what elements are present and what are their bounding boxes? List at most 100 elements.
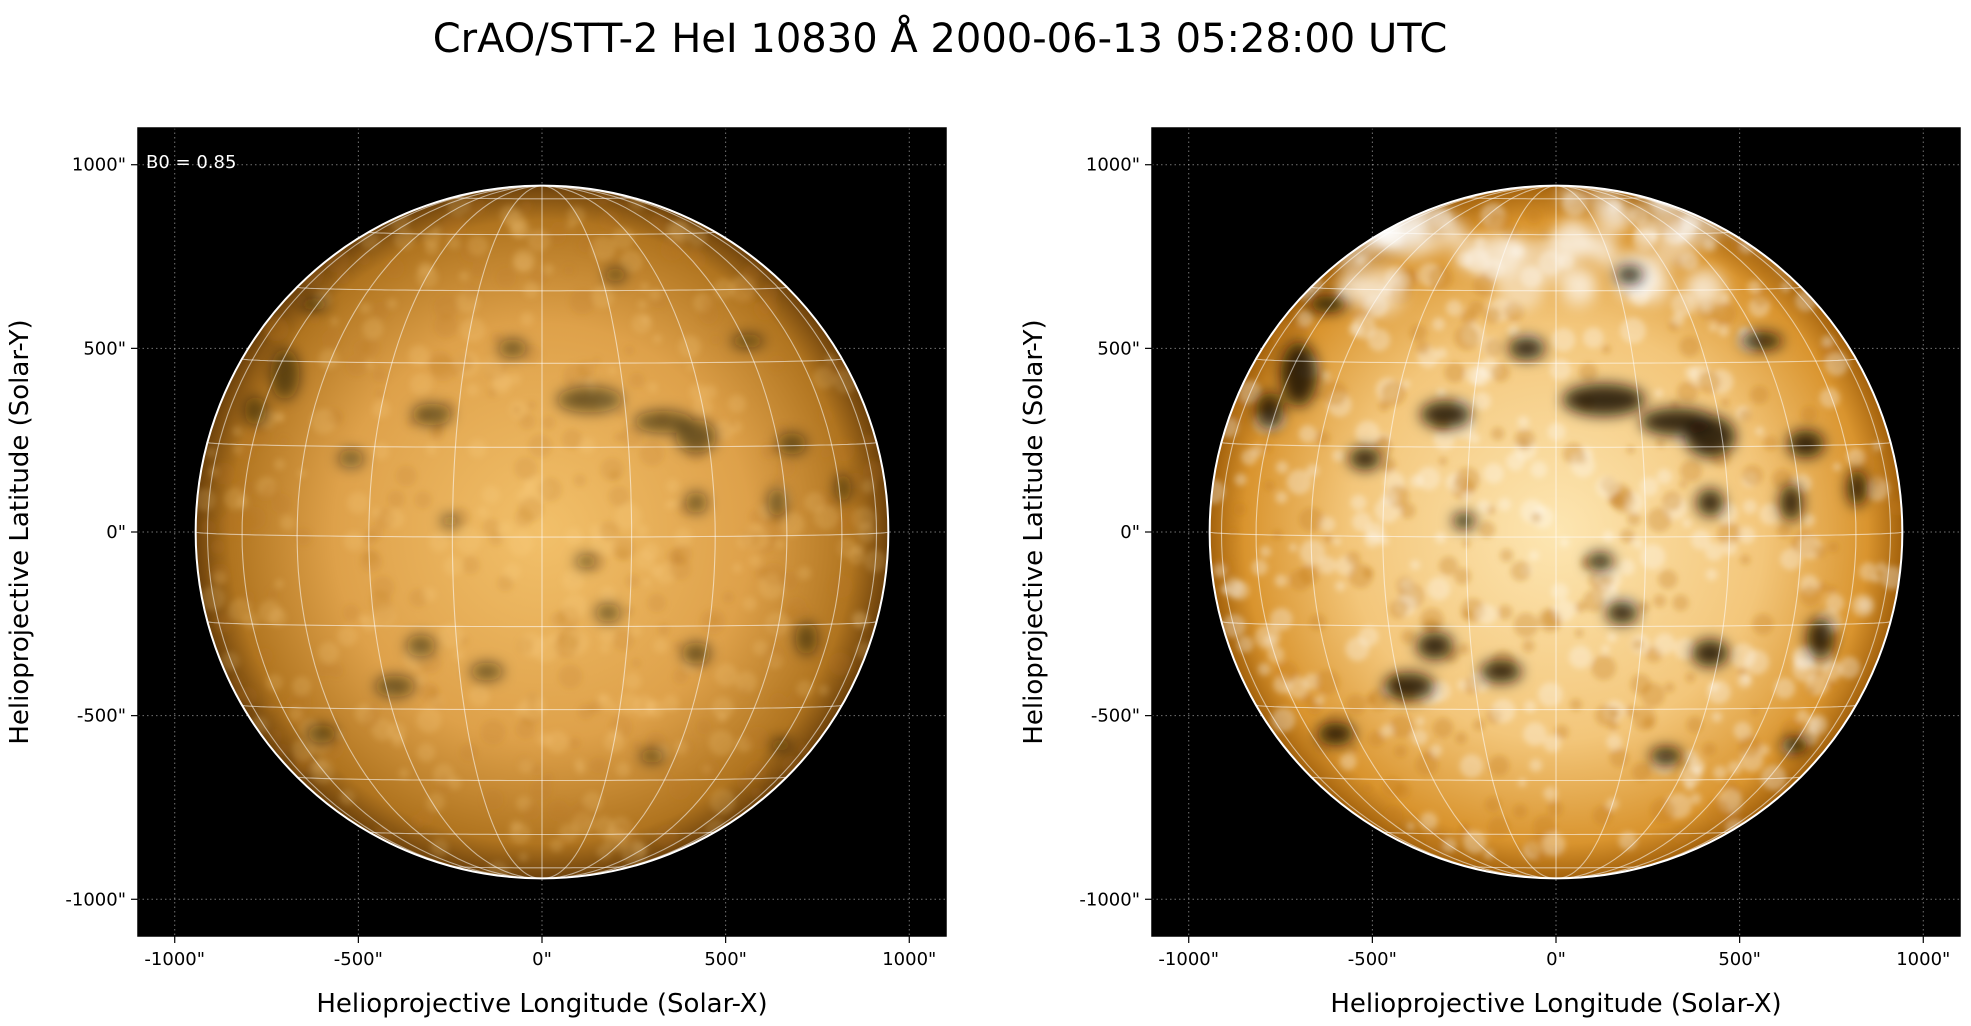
texture-mottle	[612, 227, 635, 250]
texture-mottle	[1606, 734, 1623, 750]
texture-mottle	[529, 778, 553, 801]
texture-mottle	[665, 219, 688, 242]
dark-filament	[1806, 617, 1835, 660]
dark-filament	[497, 339, 528, 358]
texture-mottle	[631, 658, 641, 668]
texture-mottle	[1348, 563, 1374, 589]
texture-mottle	[1517, 416, 1530, 428]
texture-mottle	[1389, 714, 1413, 738]
b0-annotation: B0 = 0.85	[146, 152, 236, 173]
texture-mottle	[1602, 530, 1615, 543]
texture-mottle	[337, 626, 358, 647]
texture-mottle	[668, 777, 692, 801]
texture-mottle	[574, 758, 585, 770]
solar-limb	[194, 184, 890, 880]
texture-mottle	[292, 676, 312, 696]
texture-mottle	[416, 265, 439, 288]
bright-patch	[1505, 234, 1532, 261]
texture-mottle	[1332, 449, 1345, 462]
texture-mottle	[515, 719, 536, 739]
texture-mottle	[430, 356, 456, 382]
texture-mottle	[615, 762, 631, 778]
dark-filament	[441, 514, 460, 528]
texture-mottle	[1640, 544, 1666, 570]
texture-mottle	[309, 314, 320, 325]
texture-mottle	[362, 317, 384, 339]
texture-mottle	[1818, 582, 1829, 593]
texture-mottle	[347, 492, 369, 514]
texture-mottle	[1626, 445, 1636, 454]
texture-mottle	[1806, 685, 1817, 696]
texture-mottle	[1788, 751, 1798, 762]
texture-mottle	[1434, 532, 1447, 544]
texture-mottle	[496, 267, 517, 288]
bright-patch	[1565, 266, 1597, 298]
texture-mottle	[649, 288, 662, 301]
texture-mottle	[779, 512, 805, 537]
texture-mottle	[1473, 274, 1495, 297]
texture-mottle	[1680, 459, 1703, 483]
texture-mottle	[1827, 541, 1839, 553]
texture-mottle	[1672, 827, 1690, 845]
texture-mottle	[1595, 565, 1622, 591]
dark-filament	[1280, 341, 1318, 407]
texture-mottle	[650, 213, 670, 233]
texture-mottle	[579, 437, 596, 454]
texture-mottle	[1483, 849, 1494, 860]
texture-mottle	[1528, 550, 1540, 561]
x-tick-label: 500"	[1718, 949, 1761, 970]
texture-mottle	[1314, 669, 1340, 695]
dark-filament	[595, 603, 621, 622]
texture-mottle	[448, 776, 462, 790]
texture-mottle	[462, 284, 479, 301]
y-tick-label: -1000"	[1079, 889, 1140, 910]
texture-mottle	[1549, 358, 1572, 381]
texture-mottle	[265, 674, 283, 691]
texture-mottle	[577, 703, 594, 720]
longitude-line	[541, 185, 878, 879]
texture-mottle	[1582, 589, 1606, 613]
texture-mottle	[1526, 209, 1542, 224]
texture-mottle	[1345, 637, 1370, 662]
texture-mottle	[599, 586, 617, 603]
texture-mottle	[538, 732, 552, 747]
texture-mottle	[1454, 732, 1468, 745]
texture-mottle	[736, 775, 752, 790]
dark-filament	[767, 487, 787, 518]
texture-mottle	[562, 569, 585, 592]
texture-mottle	[416, 707, 442, 733]
texture-mottle	[1454, 567, 1472, 585]
texture-mottle	[666, 479, 680, 493]
texture-mottle	[1490, 426, 1505, 441]
texture-mottle	[1618, 559, 1635, 576]
texture-mottle	[698, 304, 719, 325]
bright-patch	[1444, 220, 1469, 246]
texture-mottle	[480, 719, 506, 745]
disk-texture	[195, 192, 887, 879]
texture-mottle	[765, 612, 789, 637]
dark-filament	[1309, 296, 1347, 313]
dark-filament	[1416, 632, 1454, 660]
texture-mottle	[459, 743, 478, 762]
texture-mottle	[727, 394, 747, 413]
texture-mottle	[1747, 279, 1762, 294]
texture-mottle	[1263, 480, 1275, 492]
texture-mottle	[1513, 804, 1528, 819]
longitude-line	[241, 185, 543, 879]
texture-mottle	[1415, 752, 1439, 777]
texture-mottle	[1650, 798, 1676, 824]
dark-filament	[1480, 660, 1522, 684]
bright-patch	[1558, 185, 1580, 206]
texture-mottle	[777, 458, 796, 478]
texture-mottle	[624, 672, 642, 690]
texture-mottle	[1655, 438, 1665, 448]
texture-mottle	[1530, 512, 1542, 523]
texture-mottle	[634, 550, 655, 570]
texture-mottle	[1578, 362, 1598, 382]
texture-mottle	[1238, 380, 1262, 404]
texture-mottle	[1435, 347, 1448, 360]
texture-mottle	[386, 298, 398, 309]
texture-mottle	[1619, 317, 1646, 344]
texture-mottle	[1312, 390, 1322, 400]
texture-mottle	[416, 743, 436, 762]
